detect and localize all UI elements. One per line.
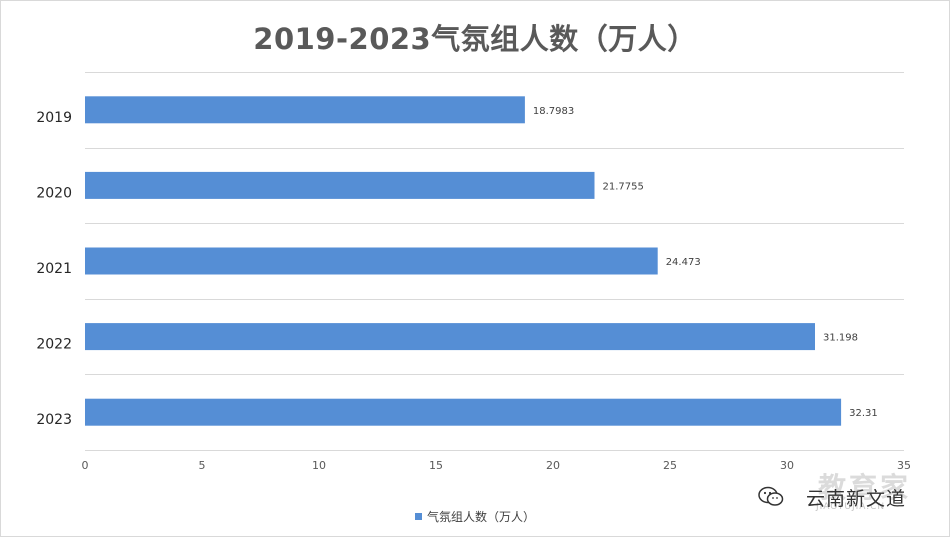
y-tick-labels: 2019 2020 2021 2022 2023 [36, 110, 72, 428]
y-tick-label-2021: 2021 [36, 261, 72, 277]
data-label-2023: 32.31 [849, 408, 878, 419]
x-tick-label-25: 25 [663, 459, 677, 472]
y-tick-label-2022: 2022 [36, 337, 72, 353]
x-tick-label-30: 30 [780, 459, 794, 472]
legend-swatch [414, 513, 422, 520]
legend: 气氛组人数（万人） [0, 508, 950, 525]
bar-2019 [85, 96, 525, 124]
gridlines [85, 72, 904, 451]
x-tick-label-0: 0 [82, 459, 89, 472]
data-label-2022: 31.198 [823, 333, 858, 344]
y-tick-label-2019: 2019 [36, 110, 72, 126]
y-tick-label-2020: 2020 [36, 185, 72, 201]
bar-2020 [85, 171, 595, 199]
data-labels: 18.7983 21.7755 24.473 31.198 32.31 [533, 106, 878, 419]
x-tick-label-5: 5 [199, 459, 206, 472]
data-label-2020: 21.7755 [603, 181, 644, 192]
legend-label: 气氛组人数（万人） [426, 510, 535, 524]
x-tick-label-15: 15 [429, 459, 443, 472]
data-label-2021: 24.473 [666, 257, 701, 268]
y-tick-label-2023: 2023 [36, 412, 72, 428]
x-tick-label-10: 10 [312, 459, 326, 472]
x-tick-labels: 0 5 10 15 20 25 30 35 [82, 459, 912, 472]
bar-2021 [85, 247, 658, 275]
x-tick-label-20: 20 [546, 459, 560, 472]
bar-2022 [85, 323, 815, 351]
chart-title: 2019-2023气氛组人数（万人） [253, 22, 697, 56]
bars [85, 96, 842, 426]
data-label-2019: 18.7983 [533, 106, 574, 117]
x-tick-label-35: 35 [897, 459, 911, 472]
bar-2023 [85, 398, 842, 426]
